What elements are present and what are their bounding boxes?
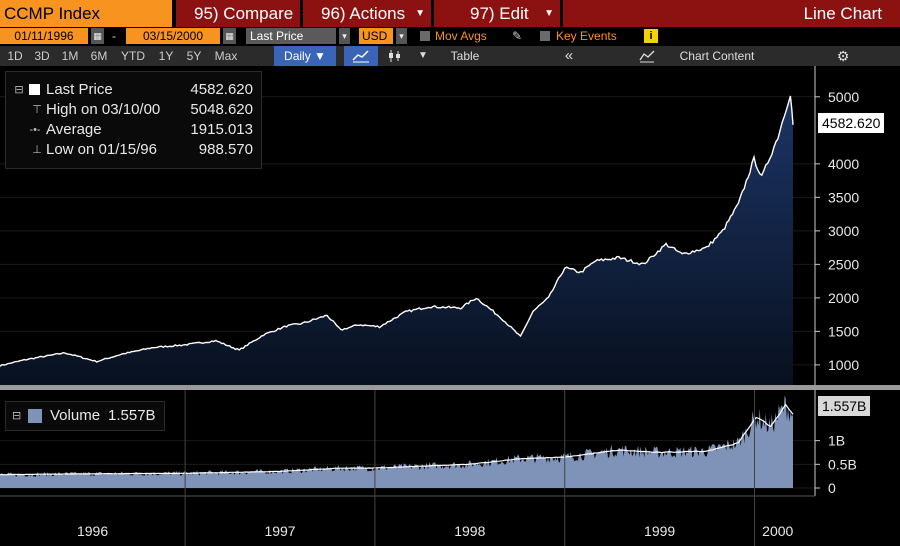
x-tick-label: 1996 bbox=[77, 523, 108, 539]
low-marker-icon: ⊥ bbox=[32, 144, 42, 156]
compare-button[interactable]: 95) Compare bbox=[176, 0, 300, 27]
chevron-down-icon: ▼ bbox=[544, 8, 554, 19]
period-3d[interactable]: 3D bbox=[34, 49, 50, 63]
period-1y[interactable]: 1Y bbox=[158, 49, 174, 63]
mov-avgs-checkbox[interactable] bbox=[420, 31, 430, 41]
volume-area bbox=[0, 395, 793, 488]
y-tick-label: 1000 bbox=[828, 357, 859, 373]
chevron-down-icon[interactable]: ▾ bbox=[339, 28, 350, 44]
chart-content-button[interactable]: Chart Content bbox=[679, 49, 755, 63]
frequency-selector[interactable]: Daily ▼ bbox=[274, 46, 336, 66]
y-tick-label: 3000 bbox=[828, 223, 859, 239]
x-tick-label: 2000 bbox=[762, 523, 793, 539]
y-tick-label: 2000 bbox=[828, 290, 859, 306]
price-area bbox=[0, 96, 793, 385]
x-tick-label: 1999 bbox=[644, 523, 675, 539]
period-5y[interactable]: 5Y bbox=[186, 49, 202, 63]
x-axis: 1996 1997 1998 1999 2000 bbox=[0, 390, 815, 546]
legend-low-value: 988.570 bbox=[198, 141, 253, 158]
y-tick-label: 0.5B bbox=[828, 456, 857, 472]
x-tick-label: 1997 bbox=[264, 523, 295, 539]
last-volume-tag: 1.557B bbox=[818, 396, 871, 416]
series-swatch bbox=[28, 409, 42, 423]
chart-content-icon[interactable] bbox=[636, 46, 658, 66]
period-1m[interactable]: 1M bbox=[61, 49, 79, 63]
compare-label: 95) Compare bbox=[194, 4, 294, 23]
legend-last-price[interactable]: ⊟ Last Price 4582.620 bbox=[6, 80, 261, 100]
chart-type-title: Line Chart bbox=[563, 0, 900, 27]
y-tick-label: 3500 bbox=[828, 189, 859, 205]
currency-selector[interactable]: USD bbox=[359, 28, 393, 44]
pencil-icon[interactable]: ✎ bbox=[512, 29, 523, 43]
y-tick-label: 1500 bbox=[828, 323, 859, 339]
edit-label: 97) Edit bbox=[470, 4, 529, 23]
chevron-down-icon[interactable]: ▾ bbox=[396, 28, 407, 44]
date-range-dash: - bbox=[112, 29, 116, 43]
period-ytd[interactable]: YTD bbox=[121, 49, 145, 63]
period-1d[interactable]: 1D bbox=[7, 49, 23, 63]
volume-line bbox=[0, 403, 794, 476]
volume-legend-label: Volume bbox=[50, 407, 101, 424]
y-tick-label: 5000 bbox=[828, 89, 859, 105]
key-events-label: Key Events bbox=[556, 29, 617, 43]
volume-y-axis: 0 0.5B 1B bbox=[814, 390, 857, 496]
collapse-icon[interactable]: ⊟ bbox=[12, 410, 22, 422]
chevron-down-icon: ▼ bbox=[415, 8, 425, 19]
average-marker-icon: -•- bbox=[29, 124, 41, 136]
start-date-field[interactable]: 01/11/1996 bbox=[0, 28, 88, 44]
legend-last-value: 4582.620 bbox=[190, 81, 253, 98]
info-icon[interactable]: i bbox=[644, 29, 658, 43]
line-chart-icon[interactable] bbox=[344, 46, 378, 66]
key-events-checkbox[interactable] bbox=[540, 31, 550, 41]
y-tick-label: 0 bbox=[828, 480, 836, 496]
volume-legend-value: 1.557B bbox=[108, 407, 156, 424]
mov-avgs-label: Mov Avgs bbox=[435, 29, 487, 43]
legend-high-value: 5048.620 bbox=[190, 101, 253, 118]
legend-high-label: High on 03/10/00 bbox=[46, 101, 161, 118]
high-marker-icon: ⊤ bbox=[32, 104, 42, 116]
legend-low-label: Low on 01/15/96 bbox=[46, 141, 157, 158]
legend-avg-label: Average bbox=[46, 121, 102, 138]
volume-legend[interactable]: ⊟ Volume 1.557B bbox=[5, 401, 165, 431]
price-legend: ⊟ Last Price 4582.620 ⊤ High on 03/10/00… bbox=[5, 71, 262, 169]
ticker-field[interactable]: CCMP Index bbox=[0, 0, 172, 27]
legend-last-label: Last Price bbox=[46, 81, 113, 98]
collapse-icon[interactable]: « bbox=[564, 47, 574, 64]
top-toolbar: CCMP Index 95) Compare 96) Actions ▼ 97) … bbox=[0, 0, 900, 27]
gear-icon[interactable]: ⚙ bbox=[836, 48, 850, 64]
calendar-icon[interactable]: ▦ bbox=[91, 28, 104, 44]
table-button[interactable]: Table bbox=[450, 49, 480, 63]
y-tick-label: 1B bbox=[828, 433, 845, 449]
collapse-icon[interactable]: ⊟ bbox=[14, 84, 24, 96]
calendar-icon[interactable]: ▦ bbox=[223, 28, 236, 44]
y-tick-label: 2500 bbox=[828, 256, 859, 272]
legend-low: ⊥ Low on 01/15/96 988.570 bbox=[6, 140, 261, 160]
edit-menu[interactable]: 97) Edit ▼ bbox=[434, 0, 560, 27]
chevron-down-icon[interactable]: ▼ bbox=[418, 50, 428, 61]
period-max[interactable]: Max bbox=[214, 49, 238, 63]
x-tick-label: 1998 bbox=[454, 523, 485, 539]
pane-divider[interactable] bbox=[0, 385, 900, 390]
field-selector[interactable]: Last Price bbox=[246, 28, 336, 44]
candle-icon[interactable] bbox=[382, 46, 408, 66]
series-swatch bbox=[29, 84, 40, 95]
last-price-tag: 4582.620 bbox=[818, 113, 885, 133]
legend-high: ⊤ High on 03/10/00 5048.620 bbox=[6, 100, 261, 120]
legend-average: -•- Average 1915.013 bbox=[6, 120, 261, 140]
price-line bbox=[0, 95, 794, 367]
price-y-axis: 1000 1500 2000 2500 3000 3500 4000 5000 bbox=[814, 66, 859, 385]
actions-label: 96) Actions bbox=[321, 4, 406, 23]
period-toolbar bbox=[0, 46, 900, 66]
legend-avg-value: 1915.013 bbox=[190, 121, 253, 138]
period-6m[interactable]: 6M bbox=[90, 49, 108, 63]
y-tick-label: 4000 bbox=[828, 156, 859, 172]
end-date-field[interactable]: 03/15/2000 bbox=[126, 28, 220, 44]
actions-menu[interactable]: 96) Actions ▼ bbox=[303, 0, 431, 27]
